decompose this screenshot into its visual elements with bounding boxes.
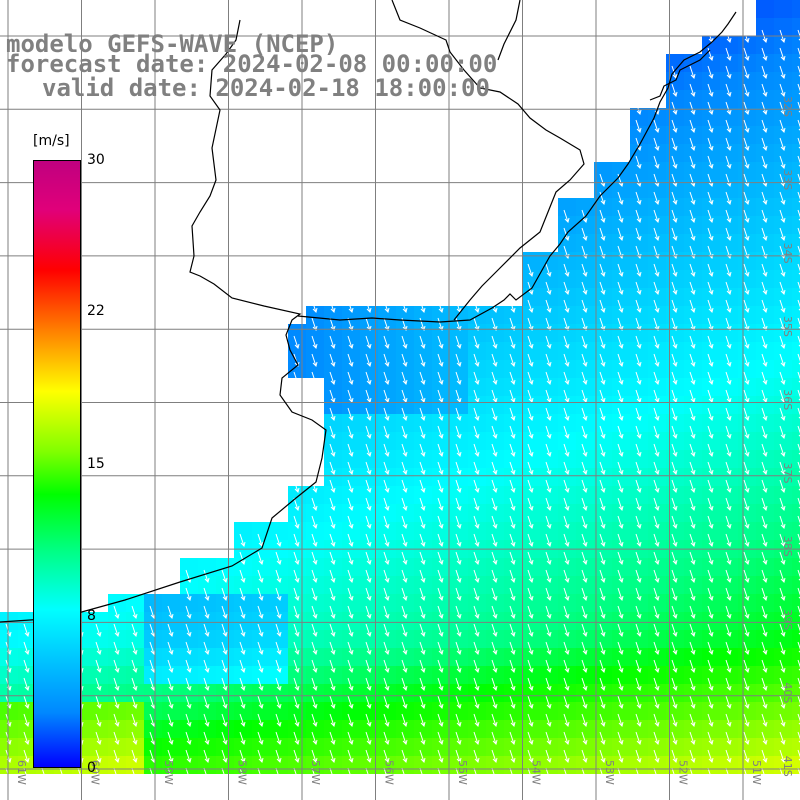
title-valid-date: valid date: 2024-02-18 18:00:00 <box>42 74 490 102</box>
colorbar-tick-30: 30 <box>87 152 105 168</box>
colorbar <box>33 160 81 768</box>
longitude-label: 53W <box>603 760 616 785</box>
latitude-label: 36S <box>781 389 794 410</box>
latitude-label: 34S <box>781 243 794 264</box>
colorbar-tick-8: 8 <box>87 608 96 624</box>
latitude-label: 35S <box>781 316 794 337</box>
longitude-label: 57W <box>309 760 322 785</box>
longitude-label: 61W <box>15 760 28 785</box>
coast-lagoon <box>649 49 711 101</box>
latitude-label: 41S <box>781 756 794 777</box>
border-river <box>391 0 585 321</box>
longitude-label: 60W <box>89 760 102 785</box>
coastline-east-shore <box>297 11 737 323</box>
border-upper <box>497 0 521 61</box>
longitude-label: 56W <box>383 760 396 785</box>
colorbar-unit: [m/s] <box>33 133 70 149</box>
latitude-label: 32S <box>781 96 794 117</box>
latitude-label: 38S <box>781 536 794 557</box>
colorbar-tick-22: 22 <box>87 303 105 319</box>
longitude-label: 59W <box>162 760 175 785</box>
colorbar-tick-15: 15 <box>87 456 105 472</box>
longitude-labels: 61W 60W 59W 58W 57W 56W 55W 54W 53W 52W 51W <box>15 760 763 785</box>
colorbar-tick-0: 0 <box>87 760 96 776</box>
title-model: modelo GEFS-WAVE (NCEP) <box>6 30 339 58</box>
longitude-label: 52W <box>677 760 690 785</box>
longitude-label: 58W <box>236 760 249 785</box>
title-forecast-date: forecast date: 2024-02-08 00:00:00 <box>6 50 498 78</box>
wind-speed-field <box>0 0 800 774</box>
latitude-label: 33S <box>781 169 794 190</box>
latitude-label: 40S <box>781 682 794 703</box>
latitude-label: 37S <box>781 463 794 484</box>
longitude-label: 51W <box>750 760 763 785</box>
coastline <box>0 0 737 623</box>
longitude-label: 55W <box>456 760 469 785</box>
coastline-north-shore <box>0 19 327 623</box>
longitude-label: 54W <box>530 760 543 785</box>
latitude-label: 39S <box>781 609 794 630</box>
latitude-labels: 32S 33S 34S 35S 36S 37S 38S 39S 40S 41S <box>781 96 794 777</box>
